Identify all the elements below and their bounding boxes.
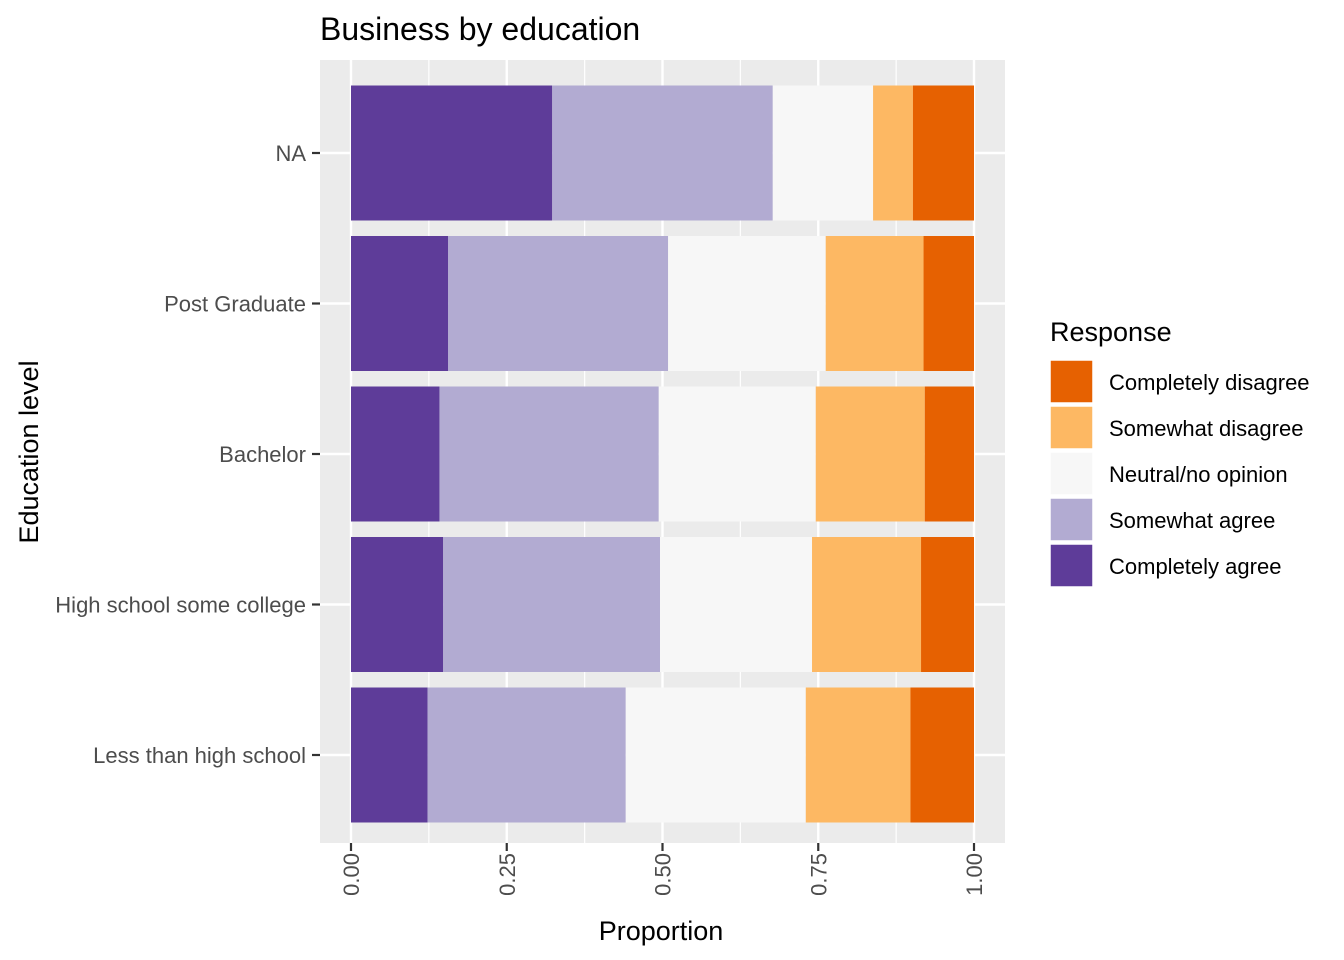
legend-key-neutral-no-opinion [1049, 451, 1094, 496]
y-axis: NA Post Graduate Bachelor High school some … [55, 141, 320, 768]
bar-post-graduate-completely-disagree [923, 236, 974, 371]
x-tick-label: 0.75 [806, 853, 831, 896]
legend-label-neutral-no-opinion: Neutral/no opinion [1109, 462, 1288, 487]
legend-label-somewhat-disagree: Somewhat disagree [1109, 416, 1303, 441]
bar-less-than-high-school-completely-agree [351, 687, 428, 823]
bar-high-school-some-college-neutral-no-opinion [660, 537, 813, 672]
bar-bachelor-somewhat-disagree [815, 386, 925, 522]
y-axis-title: Education level [14, 360, 44, 543]
bar-post-graduate-somewhat-disagree [825, 236, 924, 371]
x-tick-label: 0.00 [339, 853, 364, 896]
y-tick-label: NA [275, 141, 306, 166]
bar-na-somewhat-disagree [873, 85, 913, 221]
bar-high-school-some-college-completely-agree [351, 537, 444, 672]
x-axis-title: Proportion [599, 916, 724, 946]
bar-post-graduate-somewhat-agree [448, 236, 669, 371]
legend-label-completely-agree: Completely agree [1109, 554, 1281, 579]
y-tick-label: High school some college [55, 593, 306, 618]
bar-bachelor-somewhat-agree [439, 386, 659, 522]
x-tick-label: 1.00 [962, 853, 987, 896]
legend-label-completely-disagree: Completely disagree [1109, 370, 1310, 395]
legend-key-completely-agree [1049, 543, 1094, 588]
y-tick-label: Post Graduate [164, 292, 306, 317]
x-tick-label: 0.25 [495, 853, 520, 896]
bar-less-than-high-school-completely-disagree [910, 687, 974, 823]
bar-bachelor-neutral-no-opinion [658, 386, 816, 522]
bar-high-school-some-college-somewhat-agree [443, 537, 661, 672]
bar-na-completely-agree [351, 85, 553, 221]
legend-key-somewhat-disagree [1049, 405, 1094, 450]
bar-high-school-some-college-completely-disagree [921, 537, 974, 672]
x-tick-label: 0.50 [651, 853, 676, 896]
legend: Response Completely disagree Somewhat dis… [1049, 317, 1310, 588]
bar-high-school-some-college-somewhat-disagree [812, 537, 922, 672]
bar-less-than-high-school-neutral-no-opinion [625, 687, 806, 823]
legend-key-completely-disagree [1049, 359, 1094, 404]
bar-less-than-high-school-somewhat-disagree [805, 687, 911, 823]
bars [351, 85, 974, 823]
x-axis: 0.00 0.25 0.50 0.75 1.00 [339, 843, 987, 896]
bar-bachelor-completely-disagree [924, 386, 974, 522]
bar-na-somewhat-agree [552, 85, 773, 221]
y-tick-label: Bachelor [219, 442, 306, 467]
legend-title: Response [1050, 317, 1172, 347]
bar-less-than-high-school-somewhat-agree [427, 687, 626, 823]
bar-na-neutral-no-opinion [772, 85, 874, 221]
y-tick-label: Less than high school [93, 743, 306, 768]
legend-key-somewhat-agree [1049, 497, 1094, 542]
bar-post-graduate-completely-agree [351, 236, 449, 371]
bar-na-completely-disagree [912, 85, 974, 221]
chart-title: Business by education [320, 11, 640, 47]
bar-post-graduate-neutral-no-opinion [668, 236, 826, 371]
bar-bachelor-completely-agree [351, 386, 440, 522]
legend-label-somewhat-agree: Somewhat agree [1109, 508, 1275, 533]
